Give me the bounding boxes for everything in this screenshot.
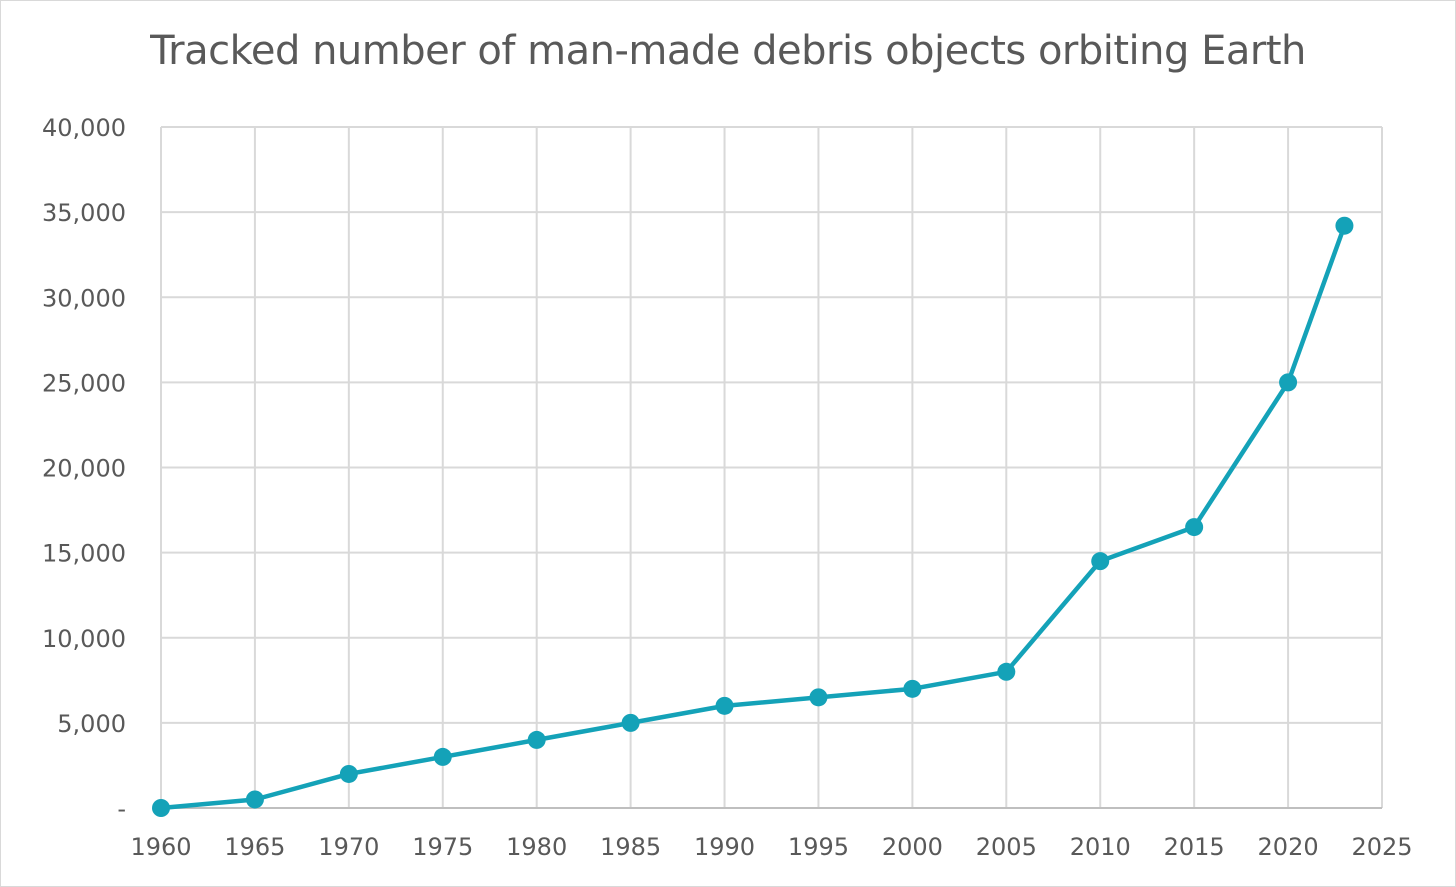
y-tick-label: 40,000 [42,114,126,142]
data-point [997,662,1016,681]
y-tick-label: 30,000 [42,284,126,312]
x-axis-ticks: 1960 1965 1970 1975 1980 1985 1990 1995 2000 2005… [130,833,1412,861]
x-tick-label: 2005 [976,833,1037,861]
x-tick-label: 2000 [882,833,943,861]
y-axis-ticks: - 5,000 10,000 15,000 20,000 25,000 30,000 35,0… [42,114,126,823]
x-tick-label: 2010 [1070,833,1131,861]
x-tick-label: 2015 [1164,833,1225,861]
data-point [339,764,358,783]
data-point [809,688,828,707]
axes [160,127,1382,809]
data-point [527,730,546,749]
x-tick-label: 1960 [130,833,191,861]
data-point [903,679,922,698]
y-tick-label: 5,000 [57,710,126,738]
data-point [621,713,640,732]
data-point [1185,518,1204,537]
y-tick-label: 25,000 [42,369,126,397]
x-tick-label: 1985 [600,833,661,861]
series-line [160,224,1347,811]
data-point [1335,216,1354,235]
grid [161,126,1383,808]
data-point [1091,552,1110,571]
y-tick-label: 35,000 [42,199,126,227]
y-tick-label: - [117,795,126,823]
series-group [152,216,1354,817]
x-tick-label: 1980 [506,833,567,861]
data-point [152,799,170,817]
data-point [1279,373,1298,392]
y-tick-label: 20,000 [42,455,126,483]
y-tick-label: 10,000 [42,625,126,653]
y-tick-label: 15,000 [42,540,126,568]
x-tick-label: 1995 [788,833,849,861]
x-tick-label: 2020 [1258,833,1319,861]
x-tick-label: 1970 [318,833,379,861]
x-tick-label: 1990 [694,833,755,861]
data-point [245,790,264,809]
x-tick-label: 1965 [224,833,285,861]
x-tick-label: 2025 [1351,833,1412,861]
chart-title: Tracked number of man-made debris object… [150,28,1306,74]
x-tick-label: 1975 [412,833,473,861]
data-point [715,696,734,715]
data-point [433,747,452,766]
